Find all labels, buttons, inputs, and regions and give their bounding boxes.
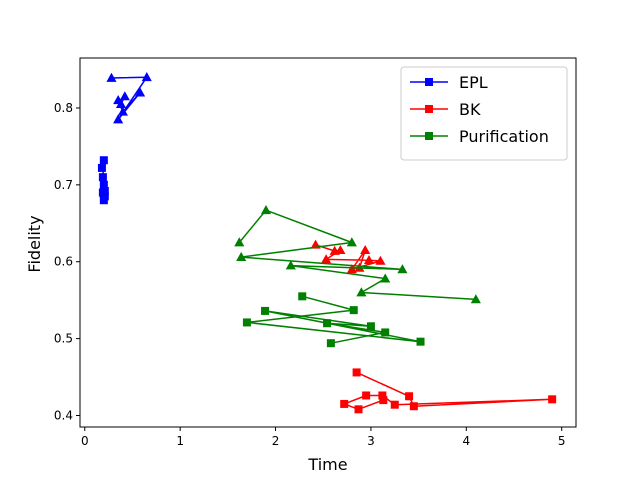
legend: EPL BK Purification: [400, 66, 568, 161]
data-point: [340, 399, 349, 408]
axes-frame: [79, 57, 577, 428]
data-point: [390, 400, 399, 409]
data-point: [98, 173, 107, 182]
data-point: [326, 339, 335, 348]
data-point: [381, 328, 390, 337]
series-2: [115, 91, 130, 108]
x-tick-label: 0: [81, 434, 89, 448]
data-point: [380, 273, 391, 283]
data-point: [362, 391, 371, 400]
data-point: [98, 188, 107, 197]
legend-marker: [425, 105, 433, 113]
data-point: [113, 114, 124, 124]
data-point: [99, 156, 108, 165]
data-point: [97, 163, 106, 172]
legend-label: BK: [459, 100, 481, 119]
y-tick-label: 0.5: [54, 332, 73, 346]
x-tick-label: 3: [367, 434, 375, 448]
legend-marker: [425, 132, 433, 140]
legend-label: Purification: [459, 127, 549, 146]
legend-label: EPL: [459, 73, 488, 92]
data-point: [409, 402, 418, 411]
data-point: [335, 244, 346, 255]
data-point: [470, 294, 481, 304]
data-point: [346, 237, 357, 247]
data-point: [242, 318, 251, 327]
data-point: [349, 306, 358, 315]
series-0: [97, 156, 109, 205]
y-tick-label: 0.8: [54, 101, 73, 115]
data-point: [261, 306, 270, 315]
axes: 0 1 2 3 4 5 0.4 0.5 0.6 0.7 0.8: [54, 57, 577, 448]
x-tick-label: 1: [176, 434, 184, 448]
legend-entry: Purification: [410, 127, 549, 146]
data-point: [99, 196, 108, 205]
data-point: [321, 254, 332, 264]
series-1: [106, 71, 152, 124]
data-point: [354, 405, 363, 414]
series-6: [234, 204, 481, 304]
y-axis-label: Fidelity: [25, 215, 44, 272]
data-point: [106, 72, 117, 82]
series-3: [340, 368, 557, 414]
series-4: [310, 239, 386, 274]
data-point: [115, 98, 127, 108]
legend-entry: EPL: [410, 73, 488, 92]
series-5: [242, 292, 425, 348]
data-point: [360, 244, 371, 255]
data-point: [234, 237, 245, 247]
data-point: [548, 395, 557, 404]
y-tick-label: 0.6: [54, 255, 73, 269]
data-point: [405, 392, 414, 401]
data-point: [416, 337, 425, 346]
data-point: [375, 255, 386, 265]
data-point: [236, 251, 247, 261]
series-line: [343, 371, 553, 411]
data-point: [285, 260, 296, 270]
data-point: [135, 87, 146, 97]
data-point: [119, 91, 130, 101]
x-tick-label: 2: [272, 434, 280, 448]
data-point: [141, 71, 152, 82]
y-tick-label: 0.7: [54, 178, 73, 192]
data-point: [397, 264, 408, 274]
data-point: [260, 204, 272, 215]
data-point: [366, 322, 375, 331]
data-point: [352, 368, 361, 377]
y-tick-label: 0.4: [54, 408, 73, 422]
data-point: [117, 106, 128, 116]
plot-area: [97, 71, 557, 414]
data-point: [346, 264, 357, 274]
data-point: [379, 396, 388, 405]
x-axis-label: Time: [307, 455, 347, 474]
x-tick-label: 5: [558, 434, 566, 448]
x-tick-label: 4: [462, 434, 470, 448]
data-point: [363, 254, 375, 265]
data-point: [298, 292, 307, 301]
data-point: [356, 287, 367, 297]
legend-marker: [425, 78, 433, 86]
legend-entry: BK: [410, 100, 481, 119]
data-point: [323, 319, 332, 328]
